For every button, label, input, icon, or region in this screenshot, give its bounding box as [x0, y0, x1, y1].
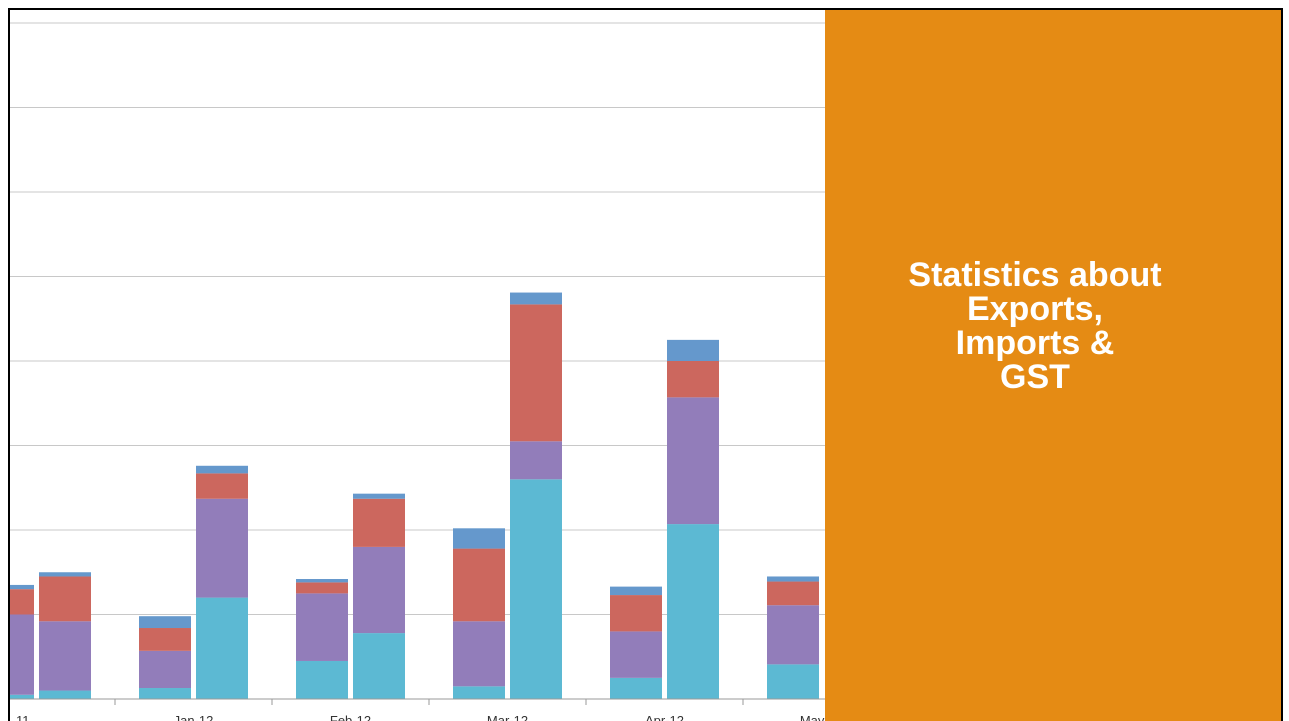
bar-segment-purple — [10, 614, 34, 695]
bar-segment-blue — [196, 465, 248, 474]
bar-segment-red — [196, 473, 248, 499]
x-tick-label: Feb-12 — [330, 713, 371, 721]
bar-segment-red — [510, 304, 562, 442]
bar-segment-red — [353, 498, 405, 547]
bar-segment-red — [296, 582, 348, 594]
bar-segment-cyan — [10, 694, 34, 699]
bar-segment-red — [667, 361, 719, 398]
bar-segment-cyan — [510, 479, 562, 699]
bars-layer — [10, 292, 819, 699]
chart-svg: 11 Jan-12 Feb-12 Mar-12 Apr-12 May-12 — [10, 22, 825, 721]
bar-segment-cyan — [296, 660, 348, 699]
bar-segment-purple — [453, 621, 505, 687]
bar-segment-purple — [353, 546, 405, 634]
bar-segment-blue — [353, 493, 405, 499]
x-tick-label: 11 — [16, 713, 30, 721]
bar-segment-cyan — [667, 524, 719, 699]
bar-segment-cyan — [353, 633, 405, 699]
bar-segment-blue — [139, 616, 191, 629]
x-tick-label: Mar-12 — [487, 713, 528, 721]
stacked-bar-chart: 11 Jan-12 Feb-12 Mar-12 Apr-12 May-12 — [10, 10, 825, 721]
bar-segment-blue — [453, 528, 505, 549]
slide-title: Statistics about Exports, Imports & GST — [908, 256, 1162, 396]
bar-segment-blue — [296, 579, 348, 583]
bar-segment-purple — [510, 441, 562, 480]
bar-segment-blue — [39, 572, 91, 577]
gridlines — [10, 22, 825, 615]
bar-segment-purple — [39, 621, 91, 691]
x-tick-label: Jan-12 — [174, 713, 214, 721]
bar-segment-cyan — [610, 677, 662, 699]
bar-segment-red — [610, 595, 662, 632]
bar-segment-purple — [196, 498, 248, 598]
bar-segment-red — [453, 548, 505, 622]
bar-segment-purple — [767, 605, 819, 665]
bar-segment-blue — [610, 586, 662, 596]
title-panel: Statistics about Exports, Imports & GST — [825, 10, 1281, 721]
bar-segment-red — [139, 628, 191, 651]
bar-segment-red — [10, 589, 34, 615]
x-axis: 11 Jan-12 Feb-12 Mar-12 Apr-12 May-12 — [10, 698, 825, 721]
bar-segment-cyan — [453, 686, 505, 699]
bar-segment-blue — [10, 584, 34, 590]
slide: 11 Jan-12 Feb-12 Mar-12 Apr-12 May-12 Statist… — [8, 8, 1283, 721]
bar-segment-cyan — [39, 690, 91, 699]
bar-segment-cyan — [196, 597, 248, 699]
bar-segment-red — [767, 581, 819, 606]
bar-segment-cyan — [139, 688, 191, 699]
bar-segment-cyan — [767, 664, 819, 699]
bar-segment-blue — [667, 339, 719, 361]
bar-segment-purple — [667, 397, 719, 525]
bar-segment-blue — [510, 292, 562, 305]
bar-segment-blue — [767, 576, 819, 582]
x-tick-label: May-12 — [800, 713, 825, 721]
bar-segment-purple — [296, 593, 348, 661]
bar-segment-purple — [139, 650, 191, 689]
bar-segment-purple — [610, 631, 662, 678]
bar-segment-red — [39, 576, 91, 622]
x-tick-label: Apr-12 — [645, 713, 684, 721]
